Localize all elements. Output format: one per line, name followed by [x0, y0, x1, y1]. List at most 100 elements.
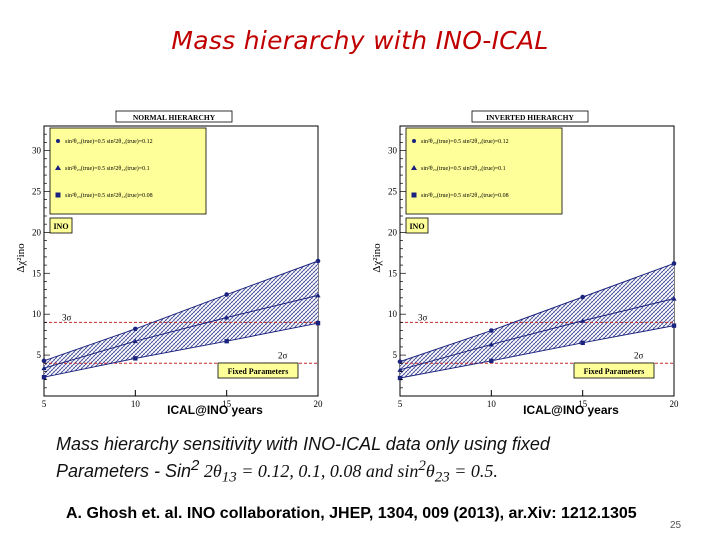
- caption-values: = 0.12, 0.1, 0.08: [236, 461, 362, 481]
- x-tick-label: 20: [670, 399, 680, 409]
- data-point: [41, 365, 47, 371]
- legend-marker-circle: [56, 139, 60, 143]
- annotation-box: [217, 362, 299, 379]
- data-point: [132, 338, 138, 344]
- chart-title: NORMAL HIERARCHY: [133, 113, 216, 122]
- legend-entry: sin²θ₂₃(true)=0.5 sin²2θ₁₃(true)=0.12: [421, 138, 509, 145]
- data-point: [580, 294, 585, 300]
- data-point: [133, 356, 138, 361]
- data-point: [671, 261, 677, 266]
- x-tick-label: 5: [42, 399, 47, 409]
- caption-text: Parameters - Sin: [56, 461, 192, 481]
- data-point: [133, 326, 138, 332]
- reference-label-2sigma: 2σ: [278, 350, 288, 360]
- y-tick-label: 10: [388, 309, 398, 319]
- legend-label-box: [49, 217, 73, 234]
- slide-number: 25: [670, 520, 682, 531]
- legend-entry: sin²θ₂₃(true)=0.5 sin²2θ₁₃(true)=0.12: [65, 138, 153, 145]
- reference-label-2sigma: 2σ: [634, 350, 644, 360]
- slide-title: Mass hierarchy with INO-ICAL: [171, 26, 549, 55]
- y-tick-label: 5: [393, 350, 398, 360]
- chart-title-box: INVERTED HIERARCHY: [471, 110, 589, 123]
- caption-and: and sin: [361, 461, 419, 481]
- legend-marker-triangle: [411, 165, 417, 170]
- data-point: [315, 320, 321, 326]
- data-point: [671, 323, 677, 328]
- data-point: [315, 258, 321, 264]
- x-tick-label: 20: [314, 399, 324, 409]
- data-point: [41, 374, 47, 380]
- chart-title-frame: [471, 110, 589, 123]
- x-tick-label: 10: [487, 399, 497, 409]
- x-axis-label: ICAL@INO years: [523, 403, 619, 417]
- y-tick-label: 15: [32, 268, 42, 278]
- y-tick-label: 25: [388, 186, 398, 196]
- y-tick-label: 5: [37, 350, 42, 360]
- legend-entry: sin²θ₂₃(true)=0.5 sin²2θ₁₃(true)=0.08: [65, 192, 153, 199]
- uncertainty-band-crosshatch: [400, 263, 674, 378]
- reference-label-3sigma: 3σ: [418, 312, 428, 322]
- legend-box: [49, 127, 207, 215]
- data-point: [397, 375, 403, 381]
- x-axis-label: ICAL@INO years: [167, 403, 263, 417]
- chart-title-frame: [115, 110, 233, 123]
- annotation-box: [573, 362, 655, 379]
- legend-box: [405, 127, 563, 215]
- legend-label-box: [405, 217, 429, 234]
- data-point: [488, 341, 494, 347]
- caption-subscript: 13: [221, 469, 237, 486]
- caption-superscript: 2: [191, 457, 200, 474]
- series-line-1: [43, 260, 319, 362]
- legend-marker-circle: [412, 139, 416, 143]
- y-tick-label: 20: [388, 227, 398, 237]
- caption-value-2: = 0.5.: [449, 461, 498, 481]
- data-point: [224, 292, 229, 297]
- annotation-fixed-parameters: Fixed Parameters: [228, 367, 289, 376]
- caption-subscript-2: 23: [434, 469, 450, 486]
- legend-marker-square: [411, 192, 417, 198]
- caption-line-1: Mass hierarchy sensitivity with INO-ICAL…: [56, 434, 550, 454]
- reference-citation: A. Ghosh et. al. INO collaboration, JHEP…: [66, 505, 637, 522]
- x-tick-label: 10: [131, 399, 141, 409]
- series-line-3: [399, 325, 675, 379]
- caption-superscript-2: 2: [418, 458, 426, 474]
- legend-entry: sin²θ₂₃(true)=0.5 sin²2θ₁₃(true)=0.1: [421, 165, 506, 172]
- caption-line-2: Parameters - Sin2 2θ13 = 0.12, 0.1, 0.08…: [56, 455, 498, 489]
- data-point: [224, 314, 230, 320]
- data-point: [397, 359, 403, 364]
- data-point: [580, 318, 586, 323]
- y-tick-label: 20: [32, 227, 42, 237]
- series-line-3: [43, 322, 319, 378]
- data-point: [489, 328, 494, 333]
- legend-marker-triangle: [55, 165, 61, 170]
- data-point: [580, 340, 585, 346]
- y-axis-label: Δχ²ino: [15, 243, 27, 273]
- caption-theta: 2θ: [199, 461, 222, 481]
- series-line-1: [399, 262, 675, 363]
- data-point: [489, 358, 494, 364]
- data-point: [397, 367, 403, 372]
- y-tick-label: 30: [32, 146, 42, 156]
- series-line-2: [43, 294, 319, 369]
- reference-label-3sigma: 3σ: [62, 312, 72, 322]
- y-tick-label: 25: [32, 186, 42, 196]
- data-point: [224, 338, 229, 344]
- data-point: [671, 296, 677, 301]
- data-point: [41, 358, 47, 364]
- y-tick-label: 15: [388, 268, 398, 278]
- legend-label: INO: [53, 222, 68, 231]
- legend-entry: sin²θ₂₃(true)=0.5 sin²2θ₁₃(true)=0.1: [65, 165, 150, 172]
- chart-title: INVERTED HIERARCHY: [486, 113, 574, 122]
- y-tick-label: 10: [32, 309, 42, 319]
- data-point: [315, 292, 321, 298]
- y-tick-label: 30: [388, 146, 398, 156]
- legend-marker-square: [55, 192, 61, 198]
- legend-label: INO: [409, 222, 424, 231]
- x-tick-label: 15: [578, 399, 588, 409]
- series-line-2: [399, 298, 675, 371]
- y-axis-label: Δχ²ino: [371, 243, 383, 273]
- annotation-fixed-parameters: Fixed Parameters: [584, 367, 645, 376]
- chart-title-box: NORMAL HIERARCHY: [115, 110, 233, 123]
- x-tick-label: 5: [398, 399, 403, 409]
- legend-entry: sin²θ₂₃(true)=0.5 sin²2θ₁₃(true)=0.08: [421, 192, 509, 199]
